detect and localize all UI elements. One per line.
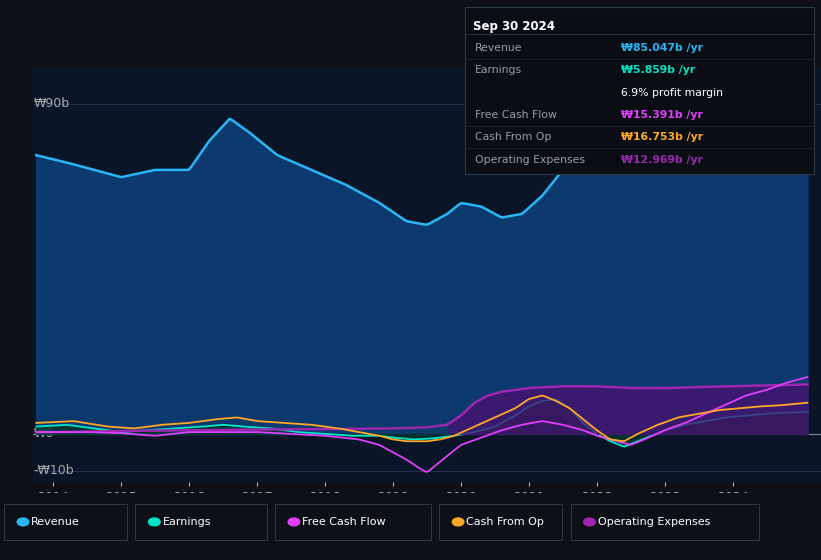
Text: Cash From Op: Cash From Op [475,132,551,142]
Text: ₩85.047b /yr: ₩85.047b /yr [621,43,703,53]
Text: -₩10b: -₩10b [34,464,74,477]
Text: Earnings: Earnings [475,66,521,76]
Text: Revenue: Revenue [475,43,522,53]
Text: ₩0: ₩0 [34,427,54,440]
Text: Operating Expenses: Operating Expenses [598,517,710,527]
Text: Cash From Op: Cash From Op [466,517,544,527]
Text: Earnings: Earnings [163,517,211,527]
Text: 6.9% profit margin: 6.9% profit margin [621,88,722,98]
Text: Free Cash Flow: Free Cash Flow [302,517,386,527]
Text: ₩16.753b /yr: ₩16.753b /yr [621,132,703,142]
Text: Sep 30 2024: Sep 30 2024 [473,20,555,32]
Text: Revenue: Revenue [31,517,80,527]
Text: ₩90b: ₩90b [34,97,70,110]
Text: Operating Expenses: Operating Expenses [475,155,585,165]
Text: Free Cash Flow: Free Cash Flow [475,110,557,120]
Text: ₩12.969b /yr: ₩12.969b /yr [621,155,703,165]
Text: ₩15.391b /yr: ₩15.391b /yr [621,110,703,120]
Text: ₩5.859b /yr: ₩5.859b /yr [621,66,695,76]
